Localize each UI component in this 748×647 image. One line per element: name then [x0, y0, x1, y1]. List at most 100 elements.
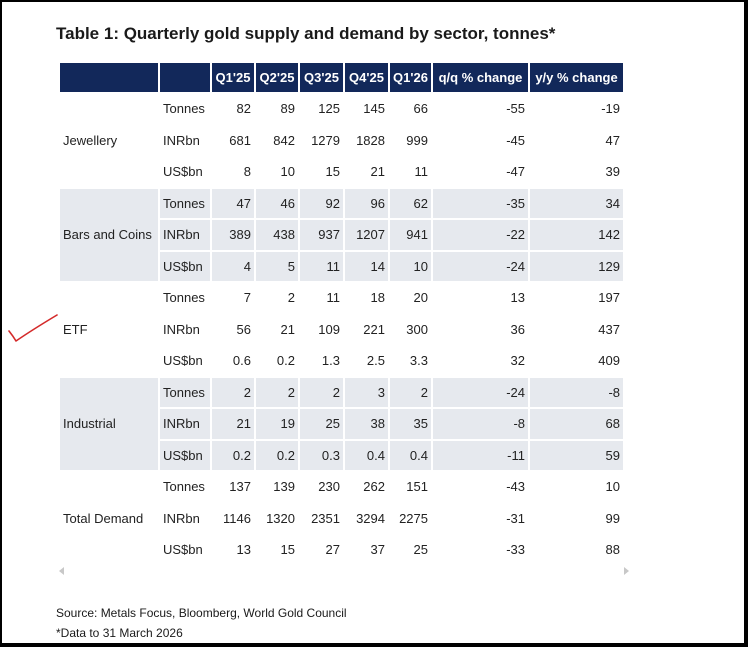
table-cell: 2351: [311, 510, 340, 526]
table-cell: 62: [390, 188, 431, 218]
table-cell: 92: [300, 188, 343, 218]
table-cell: 37: [370, 542, 385, 558]
table-row: US$bn 0.6 0.2 1.3 2.5 3.3 32 409: [60, 346, 623, 376]
unit-label: Tonnes: [160, 188, 210, 218]
table-row: US$bn 13 15 27 37 25 -33 88: [60, 535, 623, 565]
table-cell: 0.2: [212, 440, 254, 470]
table-cell: 20: [413, 290, 428, 306]
unit-label: INRbn: [160, 409, 210, 439]
table-cell: 262: [363, 479, 385, 495]
gold-demand-table: Q1'25 Q2'25 Q3'25 Q4'25 Q1'26 q/q % change y/y…: [58, 61, 625, 567]
table-cell: 19: [256, 409, 298, 439]
table-cell: 96: [345, 188, 388, 218]
footnote: *Data to 31 March 2026: [56, 626, 183, 640]
sector-label: Bars and Coins: [60, 188, 158, 281]
scroll-left-icon[interactable]: [59, 567, 64, 575]
table-cell: 0.3: [300, 440, 343, 470]
unit-label: US$bn: [160, 251, 210, 281]
table-cell: 937: [300, 220, 343, 250]
table-cell: -11: [433, 440, 528, 470]
table-cell: 15: [325, 164, 340, 180]
table-cell: 2: [212, 377, 254, 407]
table-cell: -45: [506, 132, 525, 148]
table-cell: 38: [345, 409, 388, 439]
unit-label: INRbn: [163, 132, 200, 148]
table-cell: 82: [236, 101, 251, 117]
table-cell: 3: [345, 377, 388, 407]
table-cell: 1279: [311, 132, 340, 148]
table-cell: 437: [598, 321, 620, 337]
table-cell: 21: [212, 409, 254, 439]
sector-label: Industrial: [60, 377, 158, 470]
table-cell: -33: [506, 542, 525, 558]
table-cell: 47: [212, 188, 254, 218]
table-cell: 32: [510, 353, 525, 369]
table-cell: 0.6: [232, 353, 251, 369]
table-cell: 11: [414, 164, 429, 180]
table-cell: 66: [413, 101, 428, 117]
unit-label: US$bn: [163, 164, 203, 180]
table-cell: 438: [256, 220, 298, 250]
table-cell: 0.2: [276, 353, 295, 369]
table-cell: 0.4: [390, 440, 431, 470]
table-cell: 109: [318, 321, 340, 337]
table-row: US$bn 4 5 11 14 10 -24 129: [60, 251, 623, 281]
table-cell: 221: [363, 321, 385, 337]
column-header: [160, 63, 210, 92]
source-note: Source: Metals Focus, Bloomberg, World G…: [56, 606, 347, 620]
table-row: INRbn 681 842 1279 1828 999 -45 47: [60, 126, 623, 156]
unit-label: INRbn: [163, 510, 200, 526]
header-row: Q1'25 Q2'25 Q3'25 Q4'25 Q1'26 q/q % change y/y…: [60, 63, 623, 92]
table-cell: 47: [605, 132, 620, 148]
table-cell: 21: [280, 321, 295, 337]
sector-label: Total Demand: [63, 510, 144, 526]
table-cell: 2: [256, 377, 298, 407]
table-cell: 56: [236, 321, 251, 337]
table-cell: -8: [530, 377, 623, 407]
table-cell: 59: [530, 440, 623, 470]
table-cell: 2275: [399, 510, 428, 526]
table-cell: 5: [256, 251, 298, 281]
table-cell: 151: [406, 479, 428, 495]
table-cell: 129: [530, 251, 623, 281]
scroll-right-icon[interactable]: [624, 567, 629, 575]
table-cell: 197: [598, 290, 620, 306]
sector-label: Jewellery: [63, 132, 118, 148]
table-cell: 11: [300, 251, 343, 281]
table-cell: 0.4: [345, 440, 388, 470]
table-cell: 10: [605, 479, 620, 495]
table-cell: 18: [370, 290, 385, 306]
table-cell: 999: [406, 132, 428, 148]
table-cell: 14: [345, 251, 388, 281]
table-row: Industrial Tonnes 2 2 2 3 2 -24 -8: [60, 377, 623, 470]
table-cell: 1207: [345, 220, 388, 250]
table-row: Bars and Coins Tonnes 47 46 92 96 62 -35 34: [60, 188, 623, 281]
column-header: Q2'25: [256, 63, 298, 92]
table-cell: 3294: [356, 510, 385, 526]
table-cell: 11: [326, 290, 341, 306]
table-body: Jewellery Tonnes 82 89 125 145 66 -55 -19 INRbn 68…: [60, 94, 623, 565]
table-cell: 21: [370, 164, 385, 180]
table-cell: 842: [273, 132, 295, 148]
table-cell: -55: [506, 101, 525, 117]
unit-label: Tonnes: [163, 290, 205, 306]
table-cell: 145: [363, 101, 385, 117]
unit-label: US$bn: [163, 542, 203, 558]
table-cell: -8: [433, 409, 528, 439]
table-cell: 142: [530, 220, 623, 250]
column-header: q/q % change: [433, 63, 528, 92]
table-cell: 36: [510, 321, 525, 337]
table-row: Total Demand Tonnes 137 139 230 262 151 -43 10: [60, 472, 623, 526]
table-cell: -35: [433, 188, 528, 218]
table-cell: 27: [325, 542, 340, 558]
table-cell: 2: [287, 290, 295, 306]
table-cell: 409: [598, 353, 620, 369]
table-cell: -47: [506, 164, 525, 180]
table-cell: 89: [280, 101, 295, 117]
table-row: US$bn 8 10 15 21 11 -47 39: [60, 157, 623, 187]
table-cell: -43: [506, 479, 525, 495]
table-cell: 15: [280, 542, 295, 558]
table-cell: 0.2: [256, 440, 298, 470]
table-cell: 88: [605, 542, 620, 558]
